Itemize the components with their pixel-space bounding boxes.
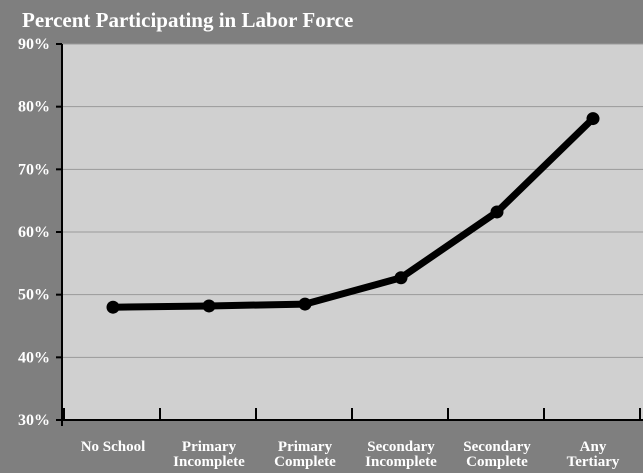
x-category-label: Any: [580, 439, 607, 455]
data-point: [490, 205, 504, 219]
x-category-label: Primary: [182, 439, 237, 455]
y-tick-label: 60%: [18, 224, 50, 241]
y-tick-label: 80%: [18, 99, 50, 116]
data-series: [106, 112, 600, 314]
y-tick-label: 90%: [18, 36, 50, 53]
axes: [56, 43, 643, 426]
y-tick-label: 50%: [18, 287, 50, 304]
y-tick-label: 70%: [18, 161, 50, 178]
y-tick-label: 40%: [18, 349, 50, 366]
x-category-label: Secondary: [367, 439, 435, 455]
data-point: [586, 112, 600, 126]
data-point: [202, 299, 216, 313]
x-category-label: Complete: [466, 454, 528, 470]
x-category-label: Primary: [278, 439, 333, 455]
x-category-label: Tertiary: [567, 454, 620, 470]
gridlines: [62, 43, 643, 358]
chart-title: Percent Participating in Labor Force: [22, 8, 354, 32]
tick-labels: 30%40%50%60%70%80%90%No School PrimaryInc…: [18, 36, 620, 470]
data-point: [106, 300, 120, 314]
y-tick-label: 30%: [18, 412, 50, 429]
x-category-label: Complete: [274, 454, 336, 470]
series-line: [109, 115, 597, 311]
x-category-label: Incomplete: [365, 454, 437, 470]
data-point: [298, 297, 312, 311]
x-category-label: No School: [81, 439, 146, 455]
data-point: [394, 271, 408, 285]
x-category-label: Incomplete: [173, 454, 245, 470]
x-category-label: Secondary: [463, 439, 531, 455]
